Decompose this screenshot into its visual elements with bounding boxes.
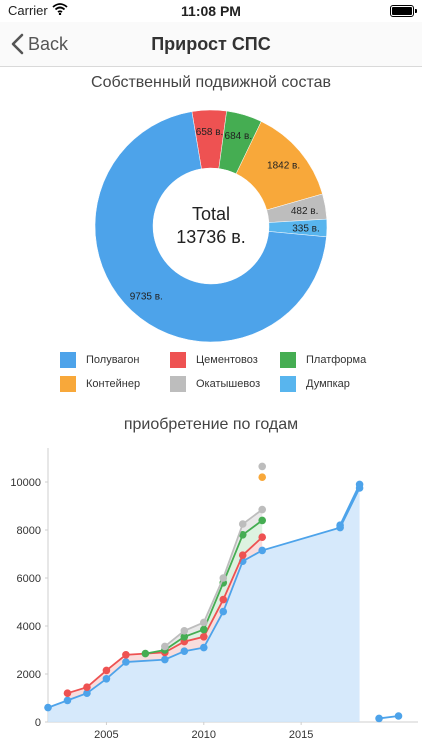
series-point[interactable]	[375, 714, 383, 723]
series-point[interactable]	[238, 531, 247, 539]
donut-slice-label: 658 в.	[196, 127, 224, 138]
back-button-label: Back	[28, 33, 69, 54]
series-point[interactable]	[180, 633, 189, 641]
series-point[interactable]	[122, 651, 130, 659]
series-point[interactable]	[83, 689, 91, 697]
chevron-left-icon	[11, 33, 24, 55]
donut-slice-label: 9735 в.	[130, 292, 163, 303]
x-tick-label: 2015	[289, 729, 313, 741]
donut-slice-1[interactable]	[94, 111, 327, 343]
series-point[interactable]	[219, 595, 228, 604]
legend-swatch	[170, 376, 186, 392]
series-line-5	[339, 484, 361, 526]
y-tick-label: 10000	[10, 477, 41, 489]
series-point[interactable]	[219, 574, 228, 582]
series-point[interactable]	[161, 642, 169, 651]
y-tick-label: 8000	[17, 525, 41, 537]
series-point[interactable]	[199, 625, 208, 634]
legend-label: Контейнер	[86, 378, 141, 390]
donut-slice-label: 684 в.	[225, 131, 253, 142]
series-line-2	[67, 536, 263, 695]
legend-swatch	[60, 352, 76, 368]
donut-total-value: 13736 в.	[176, 227, 246, 247]
status-bar: Carrier 11:08 PM	[0, 0, 422, 22]
series-point[interactable]	[161, 655, 169, 664]
series-band	[145, 520, 263, 654]
legend-item[interactable]: Цементовоз	[170, 352, 258, 368]
series-point[interactable]	[258, 533, 267, 541]
area-chart[interactable]: 0 2000 4000 6000 8000 10000 2005 2010 2015	[0, 440, 422, 750]
series-point[interactable]	[63, 689, 72, 697]
legend-item[interactable]: Полувагон	[60, 352, 140, 368]
series-point[interactable]	[180, 627, 189, 635]
series-point[interactable]	[83, 683, 91, 691]
series-point[interactable]	[238, 520, 247, 528]
donut-slice-label: 482 в.	[291, 206, 319, 217]
series-point[interactable]	[355, 480, 364, 489]
legend-item[interactable]: Платформа	[280, 352, 366, 368]
legend-item[interactable]: Контейнер	[60, 376, 140, 392]
legend-item[interactable]: Думпкар	[280, 376, 350, 392]
series-point[interactable]	[199, 633, 208, 641]
series-point[interactable]	[199, 618, 208, 627]
series-point[interactable]	[258, 516, 267, 525]
donut-chart[interactable]: 658 в. 684 в. 1842 в. 482 в. 335 в. 9735 в. T…	[0, 0, 422, 350]
series-point[interactable]	[238, 551, 247, 559]
legend-swatch	[60, 376, 76, 392]
series-line-4	[164, 508, 263, 648]
legend-label: Цементовоз	[196, 354, 258, 366]
series-point[interactable]	[102, 675, 111, 683]
x-tick-label: 2010	[192, 729, 216, 741]
legend-label: Окатышевоз	[196, 378, 261, 390]
y-tick-label: 4000	[17, 621, 41, 633]
series-point[interactable]	[258, 546, 267, 555]
donut-slice-label: 1842 в.	[267, 161, 300, 172]
legend-label: Полувагон	[86, 354, 140, 366]
series-point[interactable]	[336, 521, 344, 529]
series-point[interactable]	[102, 666, 111, 675]
legend-swatch	[280, 352, 296, 368]
page-title: Прирост СПС	[151, 34, 271, 54]
x-tick-label: 2005	[94, 729, 118, 741]
area-chart-title: приобретение по годам	[123, 416, 299, 433]
donut-slice-label: 335 в.	[292, 224, 320, 235]
carrier-label: Carrier	[8, 3, 48, 18]
battery-icon	[390, 5, 417, 17]
series-point[interactable]	[258, 505, 267, 514]
series-point[interactable]	[141, 649, 150, 658]
series-point[interactable]	[199, 643, 208, 652]
series-point[interactable]	[394, 712, 403, 720]
series-point[interactable]	[63, 696, 72, 705]
legend-swatch	[170, 352, 186, 368]
wifi-icon	[52, 3, 68, 18]
series-point[interactable]	[122, 658, 130, 666]
series-point[interactable]	[180, 647, 189, 655]
donut-total-label: Total	[192, 204, 230, 224]
y-tick-label: 2000	[17, 669, 41, 681]
donut-chart-title: Собственный подвижной состав	[91, 74, 331, 91]
legend-swatch	[280, 376, 296, 392]
series-point[interactable]	[44, 703, 52, 712]
legend-label: Платформа	[306, 354, 367, 366]
y-tick-label: 6000	[17, 573, 41, 585]
series-point[interactable]	[258, 462, 267, 471]
legend-item[interactable]: Окатышевоз	[170, 376, 260, 392]
status-time: 11:08 PM	[181, 3, 241, 19]
series-point[interactable]	[258, 473, 267, 481]
y-tick-label: 0	[35, 717, 41, 729]
legend-label: Думпкар	[306, 378, 350, 390]
series-point[interactable]	[219, 607, 228, 616]
navigation-bar: Back Прирост СПС	[0, 22, 422, 67]
back-button[interactable]: Back	[10, 22, 68, 66]
